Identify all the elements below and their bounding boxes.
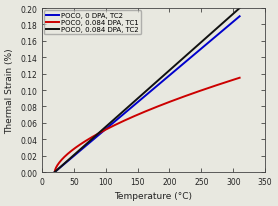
Y-axis label: Thermal Strain (%): Thermal Strain (%) <box>6 48 14 133</box>
POCO, 0.084 DPA, TC2 <box>187 53 190 56</box>
POCO, 0.084 DPA, TC1 <box>187 94 190 97</box>
Line: POCO, 0.084 DPA, TC2: POCO, 0.084 DPA, TC2 <box>55 9 240 172</box>
POCO, 0.084 DPA, TC1 <box>187 94 191 96</box>
POCO, 0.084 DPA, TC2 <box>75 151 79 154</box>
POCO, 0 DPA, TC2 <box>126 110 130 112</box>
POCO, 0.084 DPA, TC1 <box>126 118 130 121</box>
POCO, 0 DPA, TC2 <box>75 152 79 155</box>
Line: POCO, 0.084 DPA, TC1: POCO, 0.084 DPA, TC1 <box>55 78 240 172</box>
POCO, 0.084 DPA, TC2 <box>187 52 191 55</box>
POCO, 0.084 DPA, TC2 <box>53 171 56 173</box>
POCO, 0 DPA, TC2 <box>169 73 173 76</box>
POCO, 0 DPA, TC2 <box>238 16 241 18</box>
POCO, 0.084 DPA, TC1 <box>113 124 117 127</box>
POCO, 0.084 DPA, TC2 <box>169 68 173 71</box>
POCO, 0.084 DPA, TC1 <box>169 101 173 103</box>
POCO, 0.084 DPA, TC2 <box>126 106 130 109</box>
Legend: POCO, 0 DPA, TC2, POCO, 0.084 DPA, TC1, POCO, 0.084 DPA, TC2: POCO, 0 DPA, TC2, POCO, 0.084 DPA, TC1, … <box>44 11 141 35</box>
POCO, 0.084 DPA, TC1 <box>53 171 56 173</box>
POCO, 0 DPA, TC2 <box>53 171 56 173</box>
POCO, 0 DPA, TC2 <box>187 58 191 61</box>
POCO, 0.084 DPA, TC2 <box>113 118 117 120</box>
POCO, 0.084 DPA, TC2 <box>238 8 241 10</box>
POCO, 0 DPA, TC2 <box>187 59 190 62</box>
X-axis label: Temperature (°C): Temperature (°C) <box>115 192 193 200</box>
POCO, 0 DPA, TC2 <box>113 121 117 123</box>
POCO, 0.084 DPA, TC1 <box>75 146 79 148</box>
POCO, 0.084 DPA, TC1 <box>238 77 241 80</box>
Line: POCO, 0 DPA, TC2: POCO, 0 DPA, TC2 <box>55 17 240 172</box>
